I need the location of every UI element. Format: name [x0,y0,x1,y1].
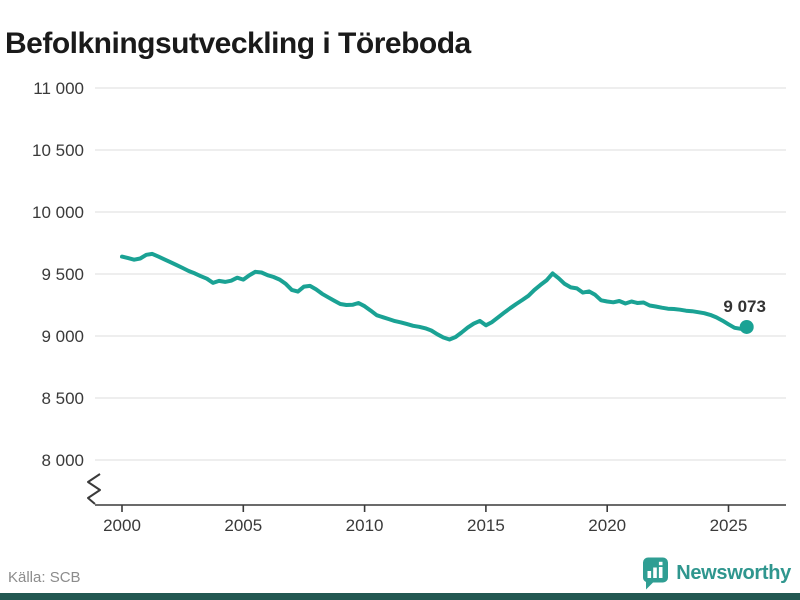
x-tick-label: 2020 [588,516,626,535]
brand-name: Newsworthy [676,562,791,584]
x-axis-ticks: 2000 2005 2010 2015 2020 2025 [103,505,747,535]
source-label: Källa: SCB [8,569,81,586]
y-tick-label: 10 500 [32,141,84,160]
logo-bar-short [647,571,652,578]
logo-bar-medium [653,567,657,578]
logo-bar-tall [659,567,663,578]
logo-dot [659,561,663,566]
newsworthy-logo-icon [643,557,669,590]
latest-value-dot [739,319,754,334]
axis-break-icon [87,473,101,505]
y-tick-label: 8 500 [41,389,84,408]
y-axis-labels: 8 000 8 500 9 000 9 500 10 000 10 500 11 000 [32,79,84,470]
page-title: Befolkningsutveckling i Töreboda [5,27,471,61]
latest-value-label: 9 073 [723,297,766,316]
population-line-chart: 8 000 8 500 9 000 9 500 10 000 10 500 11 000 20… [32,79,786,535]
y-tick-label: 11 000 [33,79,84,98]
newsworthy-brand: Newsworthy [642,557,791,590]
y-tick-label: 9 500 [41,265,84,284]
y-tick-label: 10 000 [32,203,84,222]
x-tick-label: 2015 [467,516,505,535]
x-tick-label: 2005 [224,516,262,535]
x-tick-label: 2000 [103,516,141,535]
x-tick-label: 2025 [710,516,748,535]
footer-accent-bar [0,593,800,600]
x-tick-label: 2010 [346,516,384,535]
population-series-line [120,251,749,342]
y-tick-label: 9 000 [41,327,84,346]
y-tick-label: 8 000 [41,451,84,470]
